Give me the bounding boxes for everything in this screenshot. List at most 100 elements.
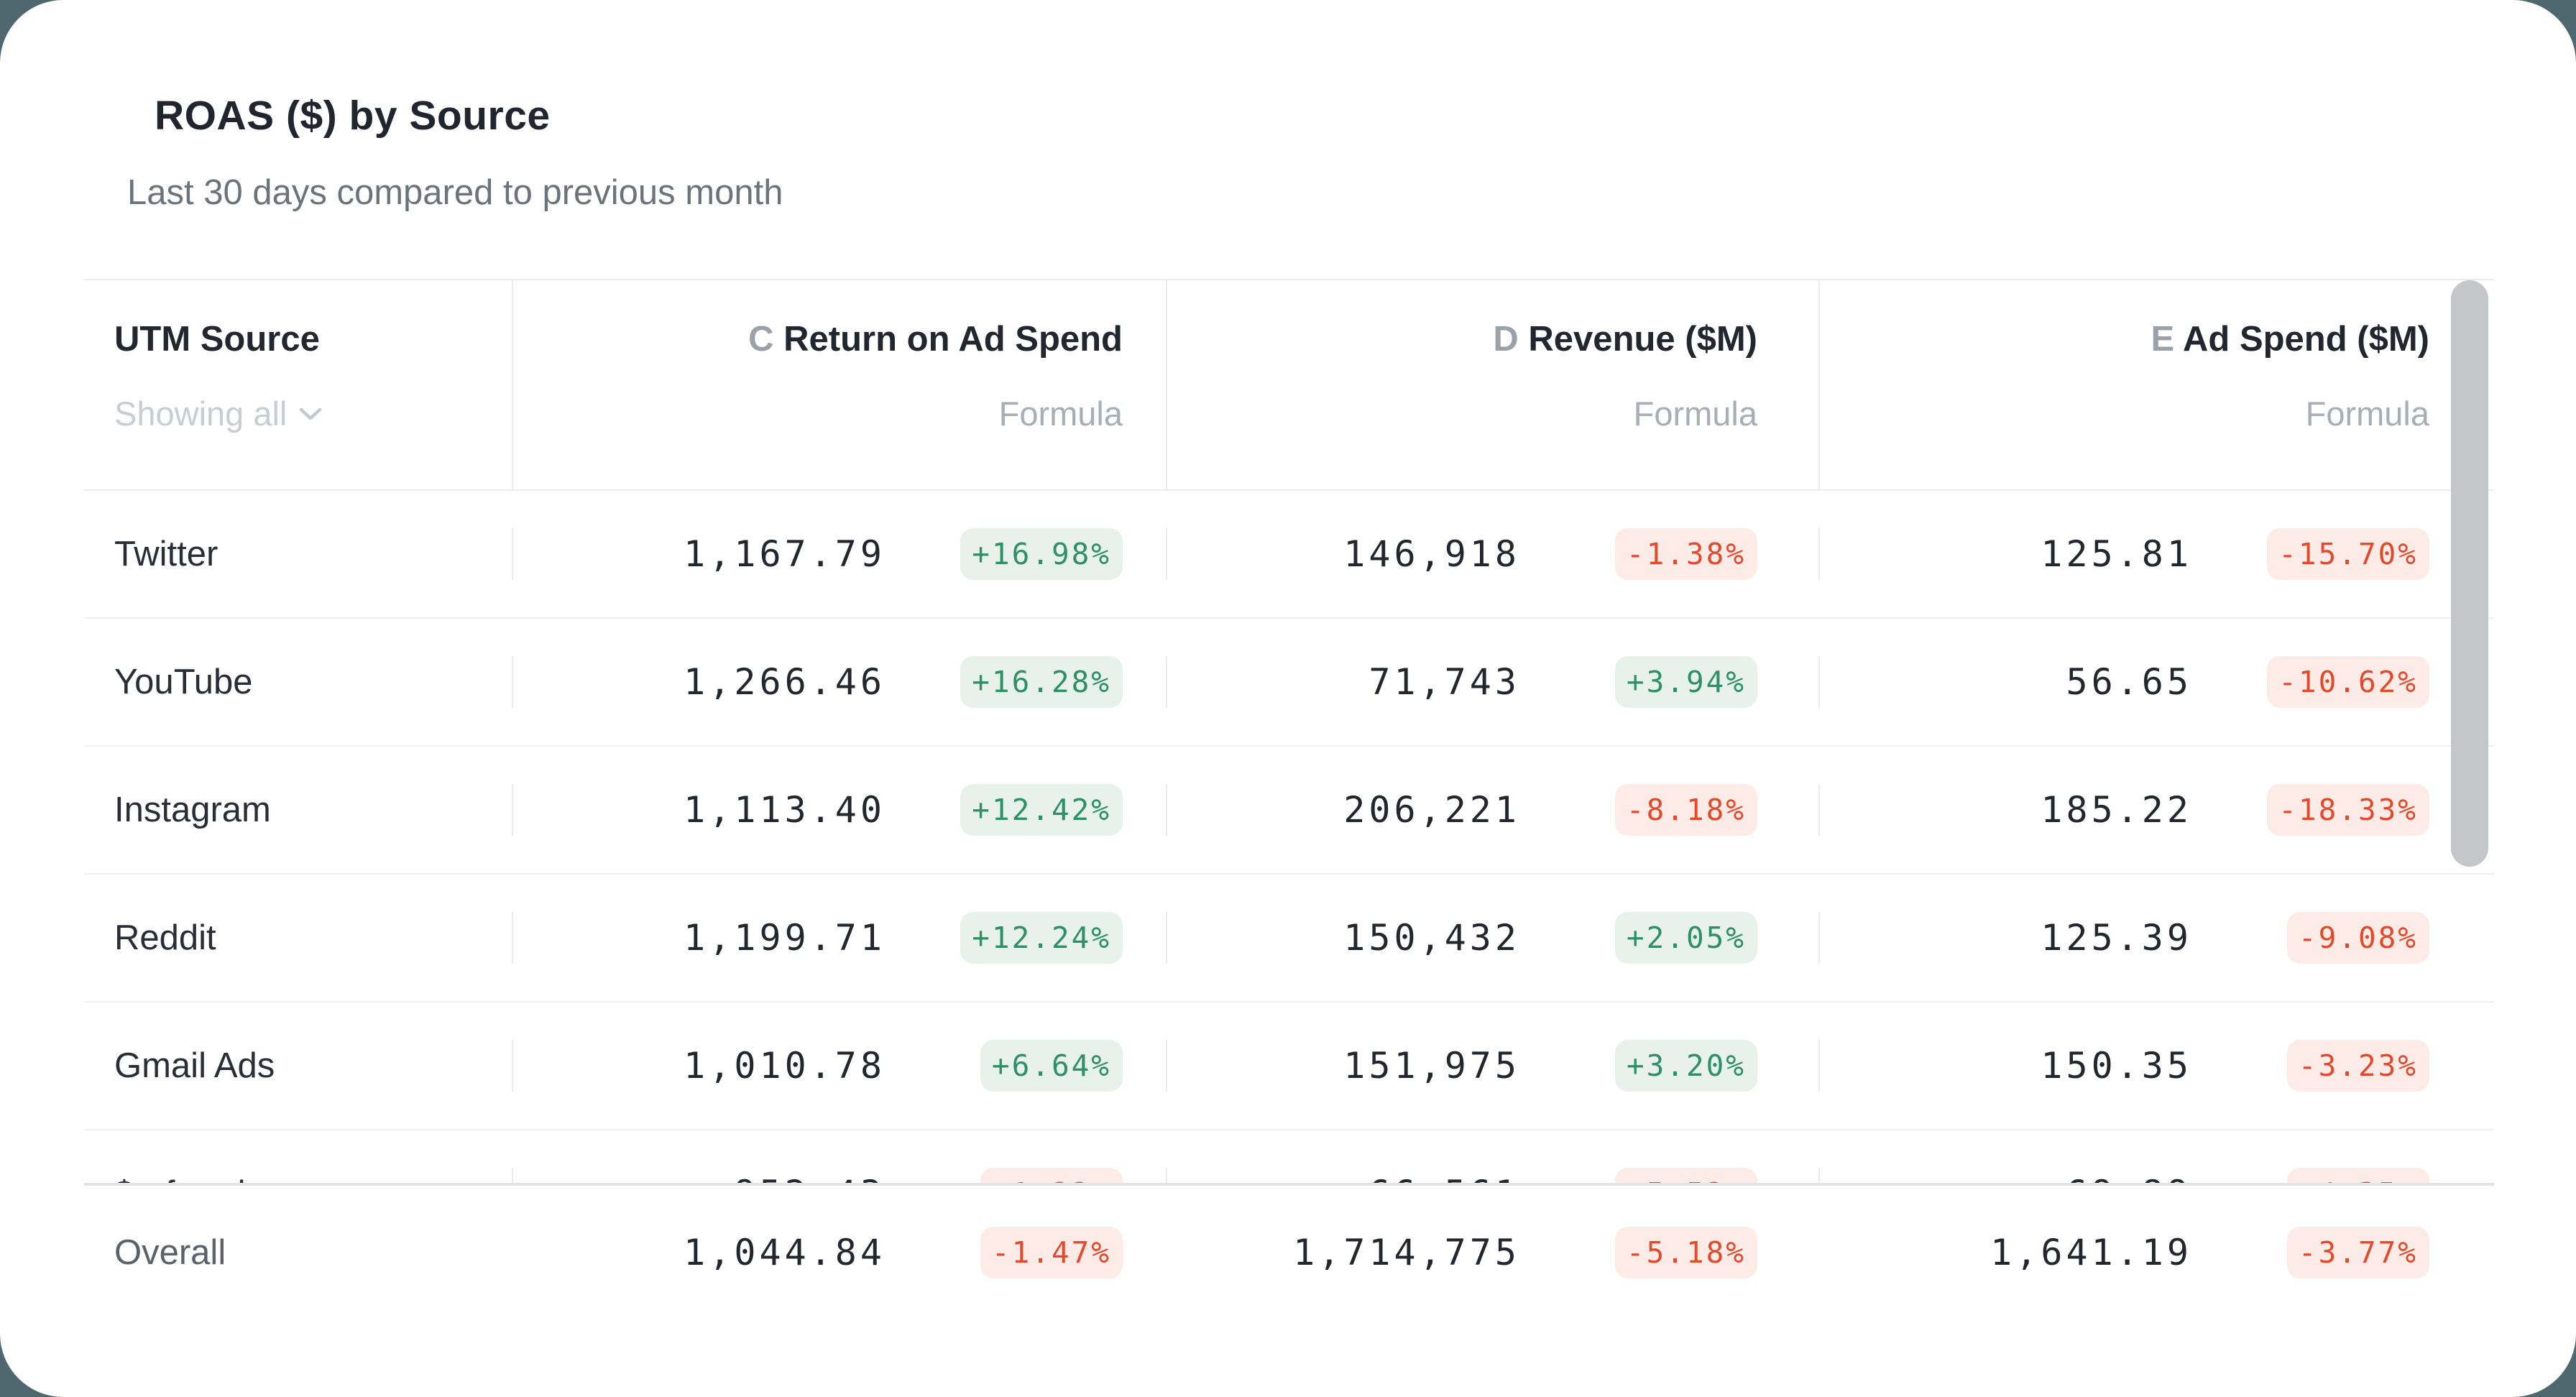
table-body: Twitter 1,167.79 +16.98% 146,918 -1.38% … (84, 491, 2494, 1183)
ad-spend-cell: 125.39 -9.08% (1818, 912, 2494, 964)
ad-spend-change-badge: -3.23% (2286, 1040, 2429, 1092)
source-filter-dropdown[interactable]: Showing all (114, 394, 512, 434)
overall-roas-cell: 1,044.84 -1.47% (512, 1227, 1166, 1278)
row-source-label: $referral (84, 1174, 512, 1183)
overall-roas-change-badge: -1.47% (980, 1227, 1123, 1278)
ad-spend-value: 69.89 (2066, 1173, 2192, 1183)
overall-revenue-cell: 1,714,775 -5.18% (1166, 1227, 1818, 1278)
table-footer-row-overall: Overall 1,044.84 -1.47% 1,714,775 -5.18%… (84, 1183, 2494, 1319)
roas-cell: 952.43 -1.22% (512, 1168, 1166, 1183)
roas-value: 1,010.78 (684, 1045, 886, 1087)
roas-value: 952.43 (734, 1173, 886, 1183)
roas-value: 1,113.40 (684, 789, 886, 831)
ad-spend-cell: 150.35 -3.23% (1818, 1040, 2494, 1092)
ad-spend-value: 125.39 (2041, 917, 2192, 959)
roas-cell: 1,167.79 +16.98% (512, 528, 1166, 580)
roas-column-letter: C (748, 320, 774, 359)
revenue-value: 206,221 (1343, 789, 1520, 831)
roas-header-label: C Return on Ad Spend (748, 320, 1123, 359)
table-row-referral: $referral 952.43 -1.22% 66,561 -5.52% 69… (84, 1130, 2494, 1183)
roas-change-badge: +16.28% (960, 656, 1123, 708)
roas-change-badge: +12.24% (960, 912, 1123, 964)
overall-ad-spend-value: 1,641.19 (1990, 1232, 2192, 1273)
revenue-cell: 66,561 -5.52% (1166, 1168, 1818, 1183)
ad-spend-cell: 69.89 -4.35% (1818, 1168, 2494, 1183)
utm-source-header-label: UTM Source (114, 320, 320, 359)
roas-value: 1,199.71 (684, 917, 886, 959)
roas-table: UTM Source Showing all C Return on Ad Sp… (84, 279, 2494, 1397)
row-source-label: Gmail Ads (114, 1046, 275, 1085)
revenue-cell: 150,432 +2.05% (1166, 912, 1818, 964)
ad-spend-change-badge: -9.08% (2286, 912, 2429, 964)
revenue-cell: 71,743 +3.94% (1166, 656, 1818, 708)
revenue-cell: 151,975 +3.20% (1166, 1040, 1818, 1092)
page-title: ROAS ($) by Source (155, 93, 551, 139)
row-source-label: Instagram (114, 790, 271, 829)
revenue-change-badge: -8.18% (1614, 784, 1757, 836)
ad-spend-cell: 185.22 -18.33% (1818, 784, 2494, 836)
roas-value: 1,167.79 (684, 533, 886, 575)
chevron-down-icon (298, 406, 323, 422)
revenue-cell: 146,918 -1.38% (1166, 528, 1818, 580)
column-header-roas[interactable]: C Return on Ad Spend Formula (512, 280, 1166, 489)
ad-spend-value: 150.35 (2041, 1045, 2192, 1087)
row-source-label: YouTube (114, 663, 253, 701)
page-subtitle: Last 30 days compared to previous month (127, 173, 783, 212)
table-row-gmail-ads: Gmail Ads 1,010.78 +6.64% 151,975 +3.20%… (84, 1002, 2494, 1130)
ad-spend-header-label: E Ad Spend ($M) (2150, 320, 2429, 359)
revenue-change-badge: -5.52% (1614, 1168, 1757, 1183)
revenue-value: 150,432 (1343, 917, 1520, 959)
overall-revenue-value: 1,714,775 (1293, 1232, 1520, 1273)
overall-roas-value: 1,044.84 (684, 1232, 886, 1273)
ad-spend-cell: 56.65 -10.62% (1818, 656, 2494, 708)
ad-spend-change-badge: -15.70% (2267, 528, 2429, 580)
roas-change-badge: +16.98% (960, 528, 1123, 580)
revenue-column-letter: D (1493, 320, 1519, 359)
roas-change-badge: +6.64% (980, 1040, 1123, 1092)
ad-spend-value: 185.22 (2041, 789, 2192, 831)
table-row-reddit: Reddit 1,199.71 +12.24% 150,432 +2.05% 1… (84, 875, 2494, 1002)
ad-spend-cell: 125.81 -15.70% (1818, 528, 2494, 580)
roas-change-badge: +12.42% (960, 784, 1123, 836)
column-header-utm-source: UTM Source Showing all (84, 280, 512, 489)
revenue-change-badge: +2.05% (1614, 912, 1757, 964)
revenue-value: 71,743 (1368, 661, 1520, 703)
overall-label: Overall (114, 1233, 226, 1272)
ad-spend-change-badge: -4.35% (2286, 1168, 2429, 1183)
table-row-youtube: YouTube 1,266.46 +16.28% 71,743 +3.94% 5… (84, 619, 2494, 747)
ad-spend-value: 125.81 (2041, 533, 2192, 575)
revenue-cell: 206,221 -8.18% (1166, 784, 1818, 836)
source-filter-label: Showing all (114, 395, 288, 433)
revenue-change-badge: +3.20% (1614, 1040, 1757, 1092)
ad-spend-column-letter: E (2150, 320, 2175, 359)
ad-spend-header-formula-label: Formula (2305, 395, 2429, 433)
roas-value: 1,266.46 (684, 661, 886, 703)
roas-cell: 1,113.40 +12.42% (512, 784, 1166, 836)
revenue-value: 66,561 (1368, 1173, 1520, 1183)
overall-ad-spend-change-badge: -3.77% (2286, 1227, 2429, 1278)
revenue-header-formula-label: Formula (1633, 395, 1757, 433)
overall-ad-spend-cell: 1,641.19 -3.77% (1818, 1227, 2494, 1278)
row-source-label: Reddit (114, 918, 216, 957)
roas-cell: 1,199.71 +12.24% (512, 912, 1166, 964)
column-header-ad-spend[interactable]: E Ad Spend ($M) Formula (1818, 280, 2494, 489)
revenue-value: 146,918 (1343, 533, 1520, 575)
revenue-value: 151,975 (1343, 1045, 1520, 1087)
row-source-label: Twitter (114, 535, 218, 573)
roas-change-badge: -1.22% (980, 1168, 1123, 1183)
revenue-header-label: D Revenue ($M) (1493, 320, 1757, 359)
revenue-change-badge: -1.38% (1614, 528, 1757, 580)
column-header-revenue[interactable]: D Revenue ($M) Formula (1166, 280, 1818, 489)
ad-spend-change-badge: -18.33% (2267, 784, 2429, 836)
table-row-instagram: Instagram 1,113.40 +12.42% 206,221 -8.18… (84, 747, 2494, 875)
roas-cell: 1,010.78 +6.64% (512, 1040, 1166, 1092)
roas-cell: 1,266.46 +16.28% (512, 656, 1166, 708)
revenue-change-badge: +3.94% (1614, 656, 1757, 708)
vertical-scrollbar-thumb[interactable] (2451, 280, 2488, 867)
ad-spend-change-badge: -10.62% (2267, 656, 2429, 708)
roas-header-formula-label: Formula (998, 395, 1123, 433)
table-row-twitter: Twitter 1,167.79 +16.98% 146,918 -1.38% … (84, 491, 2494, 619)
ad-spend-value: 56.65 (2066, 661, 2192, 703)
table-header-row: UTM Source Showing all C Return on Ad Sp… (84, 279, 2494, 491)
